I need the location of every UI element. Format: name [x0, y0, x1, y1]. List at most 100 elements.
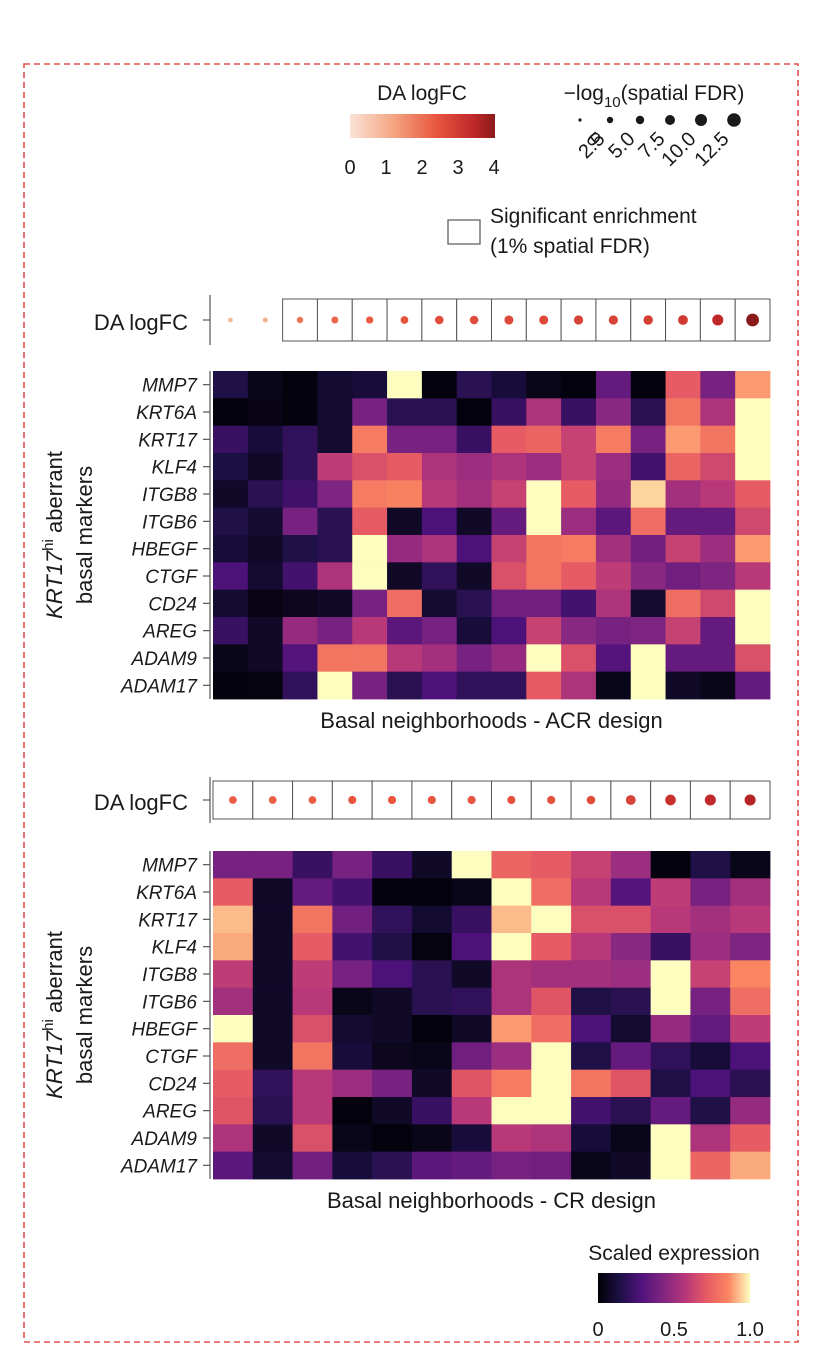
heatmap-cell — [317, 617, 353, 645]
heatmap-cell — [451, 1097, 492, 1125]
da-logfc-dot — [262, 317, 268, 323]
heatmap-cell — [282, 644, 318, 673]
heatmap-cell — [690, 851, 731, 879]
fdr-size-dot — [578, 118, 582, 122]
da-logfc-ticks: 0 1 2 3 4 — [344, 157, 499, 179]
heatmap-cell — [665, 535, 701, 563]
fdr-size-dot — [665, 115, 675, 125]
heatmap-cell — [332, 933, 373, 961]
heatmap-cell — [491, 1042, 532, 1071]
heatmap-cell — [610, 878, 652, 907]
heatmap-cell — [491, 644, 527, 673]
heatmap-cell — [252, 933, 293, 961]
heatmap-cell — [317, 507, 353, 536]
heatmap-cell — [352, 589, 388, 618]
heatmap-cell — [531, 960, 572, 989]
scaled-tick-label: 0.5 — [660, 1319, 688, 1341]
heatmap-cell — [372, 1069, 413, 1098]
heatmap-cell — [650, 1069, 691, 1098]
heatmap-cell — [730, 987, 771, 1016]
heatmap-cell — [411, 878, 453, 907]
heatmap-cell — [595, 398, 632, 427]
heatmap-cell — [387, 562, 423, 591]
heatmap-cell — [531, 1124, 572, 1153]
heatmap-cell — [317, 644, 353, 673]
heatmap-cell — [700, 425, 736, 454]
heatmap-cell — [650, 1015, 691, 1043]
heatmap-cell — [292, 1151, 333, 1180]
heatmap-cell — [456, 644, 492, 673]
heatmap-cell — [387, 617, 423, 645]
heatmap-cell — [252, 1042, 293, 1071]
heatmap-cell — [526, 644, 562, 673]
heatmap-cell — [630, 507, 666, 536]
heatmap-cell — [491, 507, 527, 536]
heatmap-cell — [650, 905, 691, 934]
heatmap-cell — [247, 398, 284, 427]
heatmap-cell — [531, 987, 572, 1016]
heatmap-cell — [571, 1124, 612, 1153]
heatmap-cell — [411, 960, 453, 989]
cr-x-axis-title: Basal neighborhoods - CR design — [327, 1188, 656, 1213]
heatmap-cell — [650, 987, 691, 1016]
heatmap-cell — [491, 1151, 532, 1180]
fdr-tick-label: 5.0 — [604, 128, 639, 163]
heatmap-cell — [352, 507, 388, 536]
heatmap-cell — [421, 453, 458, 481]
heatmap-cell — [700, 535, 736, 563]
heatmap-cell — [352, 617, 388, 645]
scaled-expression-title: Scaled expression — [588, 1242, 760, 1265]
heatmap-cell — [735, 398, 771, 427]
gene-label: KRT6A — [136, 403, 197, 424]
heatmap-cell — [282, 562, 318, 591]
heatmap-cell — [252, 1097, 293, 1125]
heatmap-cell — [456, 480, 492, 509]
heatmap-cell — [421, 671, 458, 700]
heatmap-cell — [650, 960, 691, 989]
heatmap-cell — [317, 589, 353, 618]
heatmap-cell — [456, 453, 492, 481]
heatmap-cell — [252, 960, 293, 989]
fdr-size-dot — [635, 115, 645, 125]
acr-y-axis-title-line2: basal markers — [72, 466, 97, 604]
heatmap-cell — [372, 1015, 413, 1043]
heatmap-cell — [571, 1069, 612, 1098]
heatmap-cell — [252, 1151, 293, 1180]
heatmap-cell — [531, 1097, 572, 1125]
heatmap-cell — [421, 480, 458, 509]
da-logfc-dot — [678, 315, 688, 325]
heatmap-cell — [610, 851, 652, 879]
da-logfc-dot — [608, 315, 618, 325]
heatmap-cell — [451, 960, 492, 989]
da-logfc-dot — [365, 316, 374, 324]
heatmap-cell — [735, 425, 771, 454]
heatmap-cell — [372, 851, 413, 879]
heatmap-cell — [451, 987, 492, 1016]
heatmap-cell — [630, 398, 666, 427]
heatmap-cell — [332, 878, 373, 907]
gene-label: CTGF — [145, 567, 198, 588]
heatmap-cell — [735, 453, 771, 481]
heatmap-cell — [491, 905, 532, 934]
gene-label: KRT17 — [138, 910, 198, 931]
heatmap-cell — [213, 425, 249, 454]
heatmap-cell — [421, 589, 458, 618]
heatmap-cell — [595, 425, 632, 454]
heatmap-cell — [387, 453, 423, 481]
fdr-size-dot — [727, 113, 741, 127]
heatmap-cell — [491, 1069, 532, 1098]
da-logfc-dot — [744, 794, 756, 806]
da-tick-label: 0 — [344, 157, 355, 179]
heatmap-cell — [352, 535, 388, 563]
gene-label: CTGF — [145, 1047, 198, 1068]
heatmap-cell — [665, 371, 701, 399]
heatmap-cell — [282, 589, 318, 618]
heatmap-cell — [665, 562, 701, 591]
heatmap-cell — [292, 851, 333, 879]
heatmap-cell — [650, 1042, 691, 1071]
heatmap-cell — [561, 371, 597, 399]
heatmap-cell — [665, 644, 701, 673]
heatmap-cell — [252, 878, 293, 907]
significance-box — [371, 780, 413, 820]
